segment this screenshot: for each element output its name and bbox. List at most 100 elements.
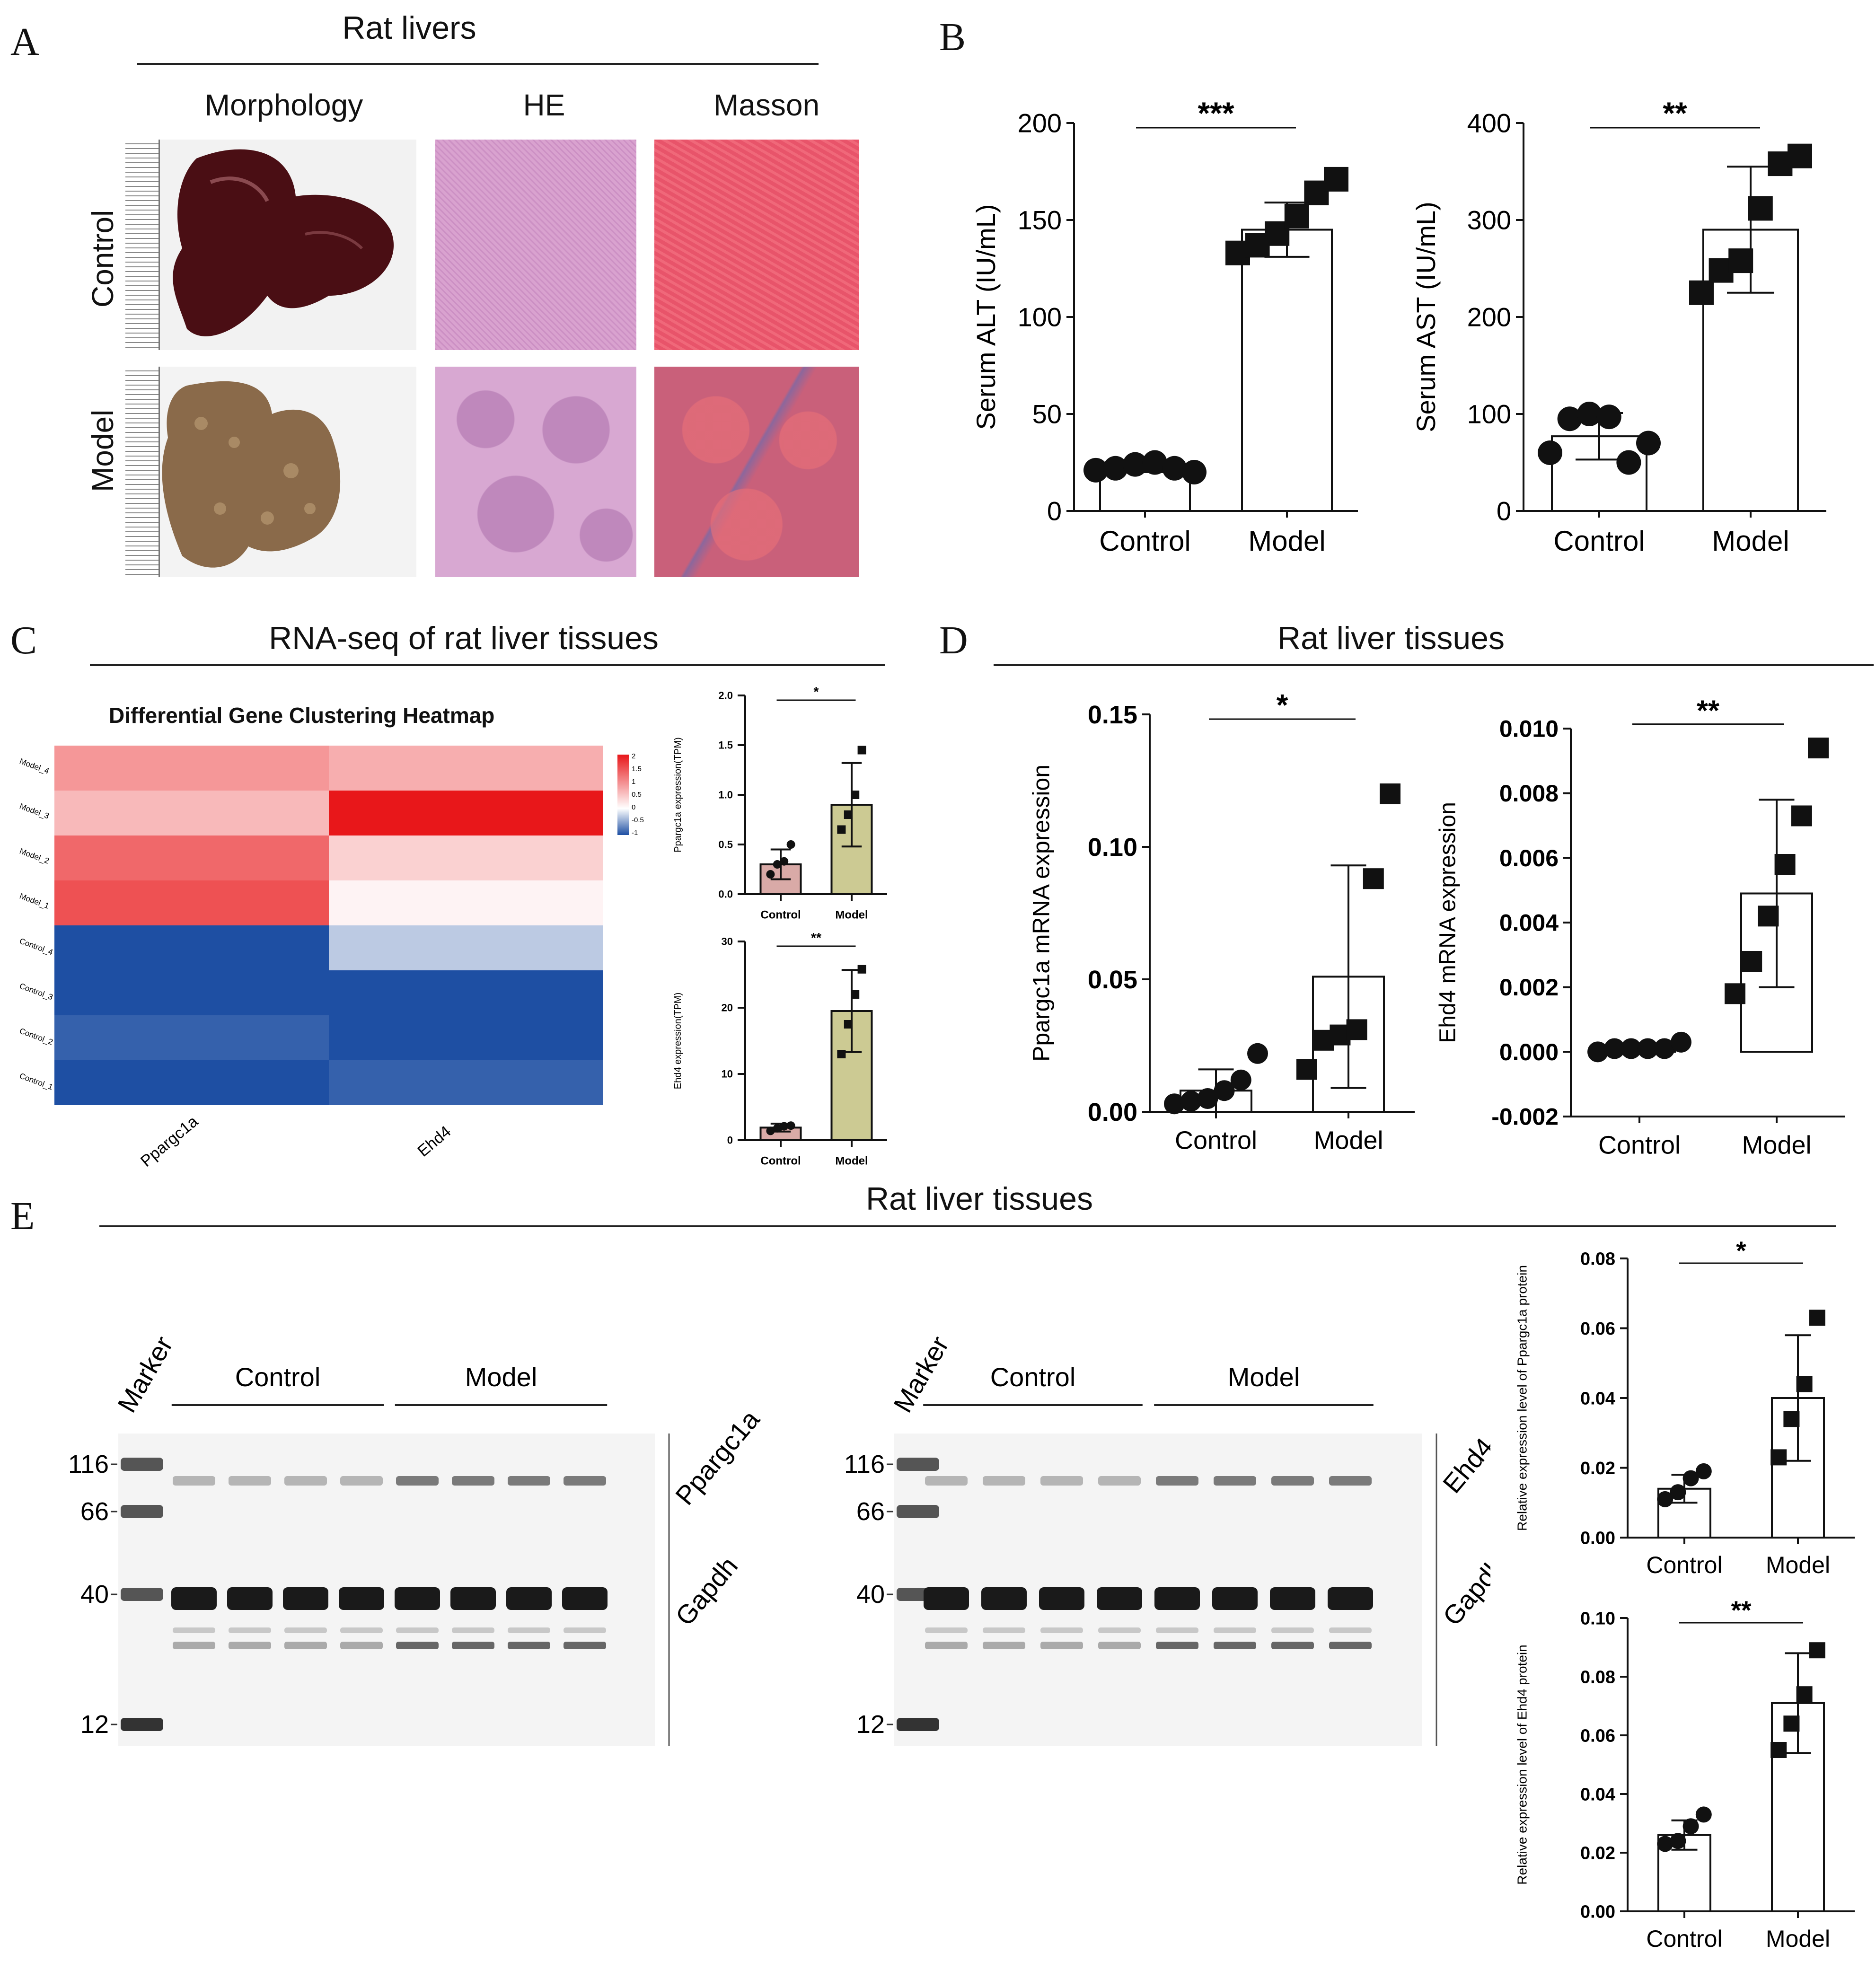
heatmap-row-label: Control_3 xyxy=(18,981,54,1002)
gel-gapdh-band xyxy=(981,1587,1027,1610)
heatmap-cell xyxy=(329,880,603,925)
prot-ehd4-y-label: Relative expression level of Ehd4 protei… xyxy=(1515,1645,1530,1884)
mrna-ehd4-category-label: Model xyxy=(1742,1131,1811,1160)
prot-ehd4-point xyxy=(1770,1742,1787,1758)
mrna-ehd4-ytick-label: -0.002 xyxy=(1491,1104,1559,1130)
mrna-ehd4-point xyxy=(1758,906,1779,927)
gel-target-band xyxy=(1156,1476,1198,1486)
prot-ppargc1a-category-label: Model xyxy=(1766,1552,1830,1578)
heatmap-row-label: Control_4 xyxy=(18,936,54,957)
tpm-ehd4-point xyxy=(780,1122,789,1131)
ast-point xyxy=(1557,406,1582,431)
gel-faint-band xyxy=(1040,1627,1083,1633)
alt-point xyxy=(1162,456,1187,481)
ast-category-label: Model xyxy=(1712,525,1789,557)
gel-faint-band xyxy=(284,1627,327,1633)
prot-ehd4-sig-label: ** xyxy=(1731,1595,1752,1625)
panel-c-rule xyxy=(90,664,885,666)
heatmap-cell xyxy=(329,746,603,791)
gel-gapdh-band xyxy=(395,1587,440,1610)
mrna-ppargc1a-ytick-label: 0.00 xyxy=(1088,1098,1137,1126)
tpm-ehd4-sig-label: ** xyxy=(811,931,822,946)
gel-faint-band xyxy=(229,1627,271,1633)
tpm-ehd4-chart: 0 10 20 30 Ehd4 expression(TPM) Control Model *… xyxy=(673,931,887,1168)
gel-lower-band xyxy=(1156,1642,1198,1649)
heatmap-cell xyxy=(329,1060,603,1105)
alt-ytick-label: 200 xyxy=(1018,108,1062,138)
model-he-image xyxy=(435,367,636,577)
mrna-ehd4-y-label: Ehd4 mRNA expression xyxy=(1436,802,1461,1043)
prot-ppargc1a-point xyxy=(1670,1484,1686,1501)
panel-e-title: Rat liver tissues xyxy=(866,1181,1093,1217)
mrna-ehd4-point xyxy=(1741,951,1762,972)
gel-target-band xyxy=(925,1476,968,1486)
heatmap-cell xyxy=(329,1015,603,1060)
ast-ytick-label: 300 xyxy=(1467,205,1511,235)
gel-target-label: Ppargc1a xyxy=(669,1404,766,1511)
gel-marker-band xyxy=(121,1588,163,1601)
mrna-ppargc1a-ytick-label: 0.15 xyxy=(1088,701,1137,729)
panel-letter-e: E xyxy=(10,1194,35,1238)
ast-y-label: Serum AST (IU/mL) xyxy=(1411,202,1441,432)
prot-ehd4-point xyxy=(1796,1686,1813,1703)
prot-ehd4-point xyxy=(1682,1818,1699,1835)
ast-ytick-label: 100 xyxy=(1467,399,1511,429)
mrna-ehd4-category-label: Control xyxy=(1598,1131,1681,1160)
prot-ppargc1a-point xyxy=(1783,1411,1800,1427)
gel-target-band xyxy=(284,1476,327,1486)
heatmap-legend-label: 1.5 xyxy=(632,765,642,773)
ast-point xyxy=(1577,402,1602,426)
mrna-ppargc1a-ytick-label: 0.10 xyxy=(1088,833,1137,862)
ast-point xyxy=(1748,196,1773,221)
alt-point xyxy=(1284,203,1309,229)
gel-loading-label: Gapdh xyxy=(669,1551,743,1631)
alt-point xyxy=(1142,450,1167,475)
mrna-ppargc1a-y-label: Ppargc1a mRNA expression xyxy=(1028,765,1055,1062)
mrna-ppargc1a-category-label: Model xyxy=(1313,1126,1383,1155)
prot-ehd4-ytick-label: 0.02 xyxy=(1580,1843,1615,1863)
panel-d-rule xyxy=(994,664,1874,666)
tpm-ppargc1a-ytick-label: 1.5 xyxy=(718,739,733,751)
prot-ehd4-ytick-label: 0.04 xyxy=(1580,1785,1615,1804)
heatmap-cell xyxy=(329,791,603,835)
tpm-ehd4-point xyxy=(773,1124,782,1133)
mrna-ehd4-point xyxy=(1637,1038,1658,1059)
heatmap-cell xyxy=(54,1015,329,1060)
gel-faint-band xyxy=(1098,1627,1141,1633)
panel-a-title: Rat livers xyxy=(342,10,476,46)
gel-lower-band xyxy=(229,1642,271,1649)
heatmap-legend-label: -1 xyxy=(632,829,638,837)
mrna-ehd4-ytick-label: 0.002 xyxy=(1499,974,1559,1001)
mrna-ppargc1a-point xyxy=(1230,1069,1251,1091)
ast-ytick-label: 200 xyxy=(1467,302,1511,332)
gel-gapdh-band xyxy=(1097,1587,1142,1610)
prot-ppargc1a-point xyxy=(1682,1470,1699,1486)
heatmap-cell xyxy=(54,925,329,970)
heatmap: Model_4 Model_3 Model_2 Model_1 Control_4 Con… xyxy=(18,746,644,1170)
col-title-morphology: Morphology xyxy=(204,88,363,122)
gel-target-band xyxy=(1214,1476,1256,1486)
gel-gapdh-band xyxy=(450,1587,496,1610)
gel-target-band xyxy=(229,1476,271,1486)
model-masson-image xyxy=(654,367,859,577)
gel-faint-band xyxy=(340,1627,383,1633)
ast-point xyxy=(1596,405,1621,430)
heatmap-row-label: Model_2 xyxy=(18,846,51,865)
gel-lower-band xyxy=(1040,1642,1083,1649)
panel-e-rule xyxy=(99,1225,1836,1227)
panel-letter-a: A xyxy=(10,20,39,64)
gel-target-band xyxy=(173,1476,215,1486)
panel-letter-d: D xyxy=(939,618,968,662)
tpm-ppargc1a-point xyxy=(786,840,795,849)
control-liver-photo xyxy=(125,140,416,350)
alt-point xyxy=(1123,452,1148,477)
alt-category-label: Control xyxy=(1099,525,1190,557)
tpm-ppargc1a-point xyxy=(851,791,860,799)
gel-1-svg: Marker 116 66 40 12 Control Model Ppargc1a Gapdh xyxy=(68,1331,766,1746)
mrna-ehd4-point xyxy=(1587,1041,1608,1063)
mrna-ppargc1a-point xyxy=(1346,1019,1367,1040)
alt-point xyxy=(1324,167,1348,192)
heatmap-cell xyxy=(54,791,329,835)
tpm-ehd4-ytick-label: 20 xyxy=(722,1002,733,1014)
prot-ehd4-ytick-label: 0.10 xyxy=(1580,1609,1615,1628)
